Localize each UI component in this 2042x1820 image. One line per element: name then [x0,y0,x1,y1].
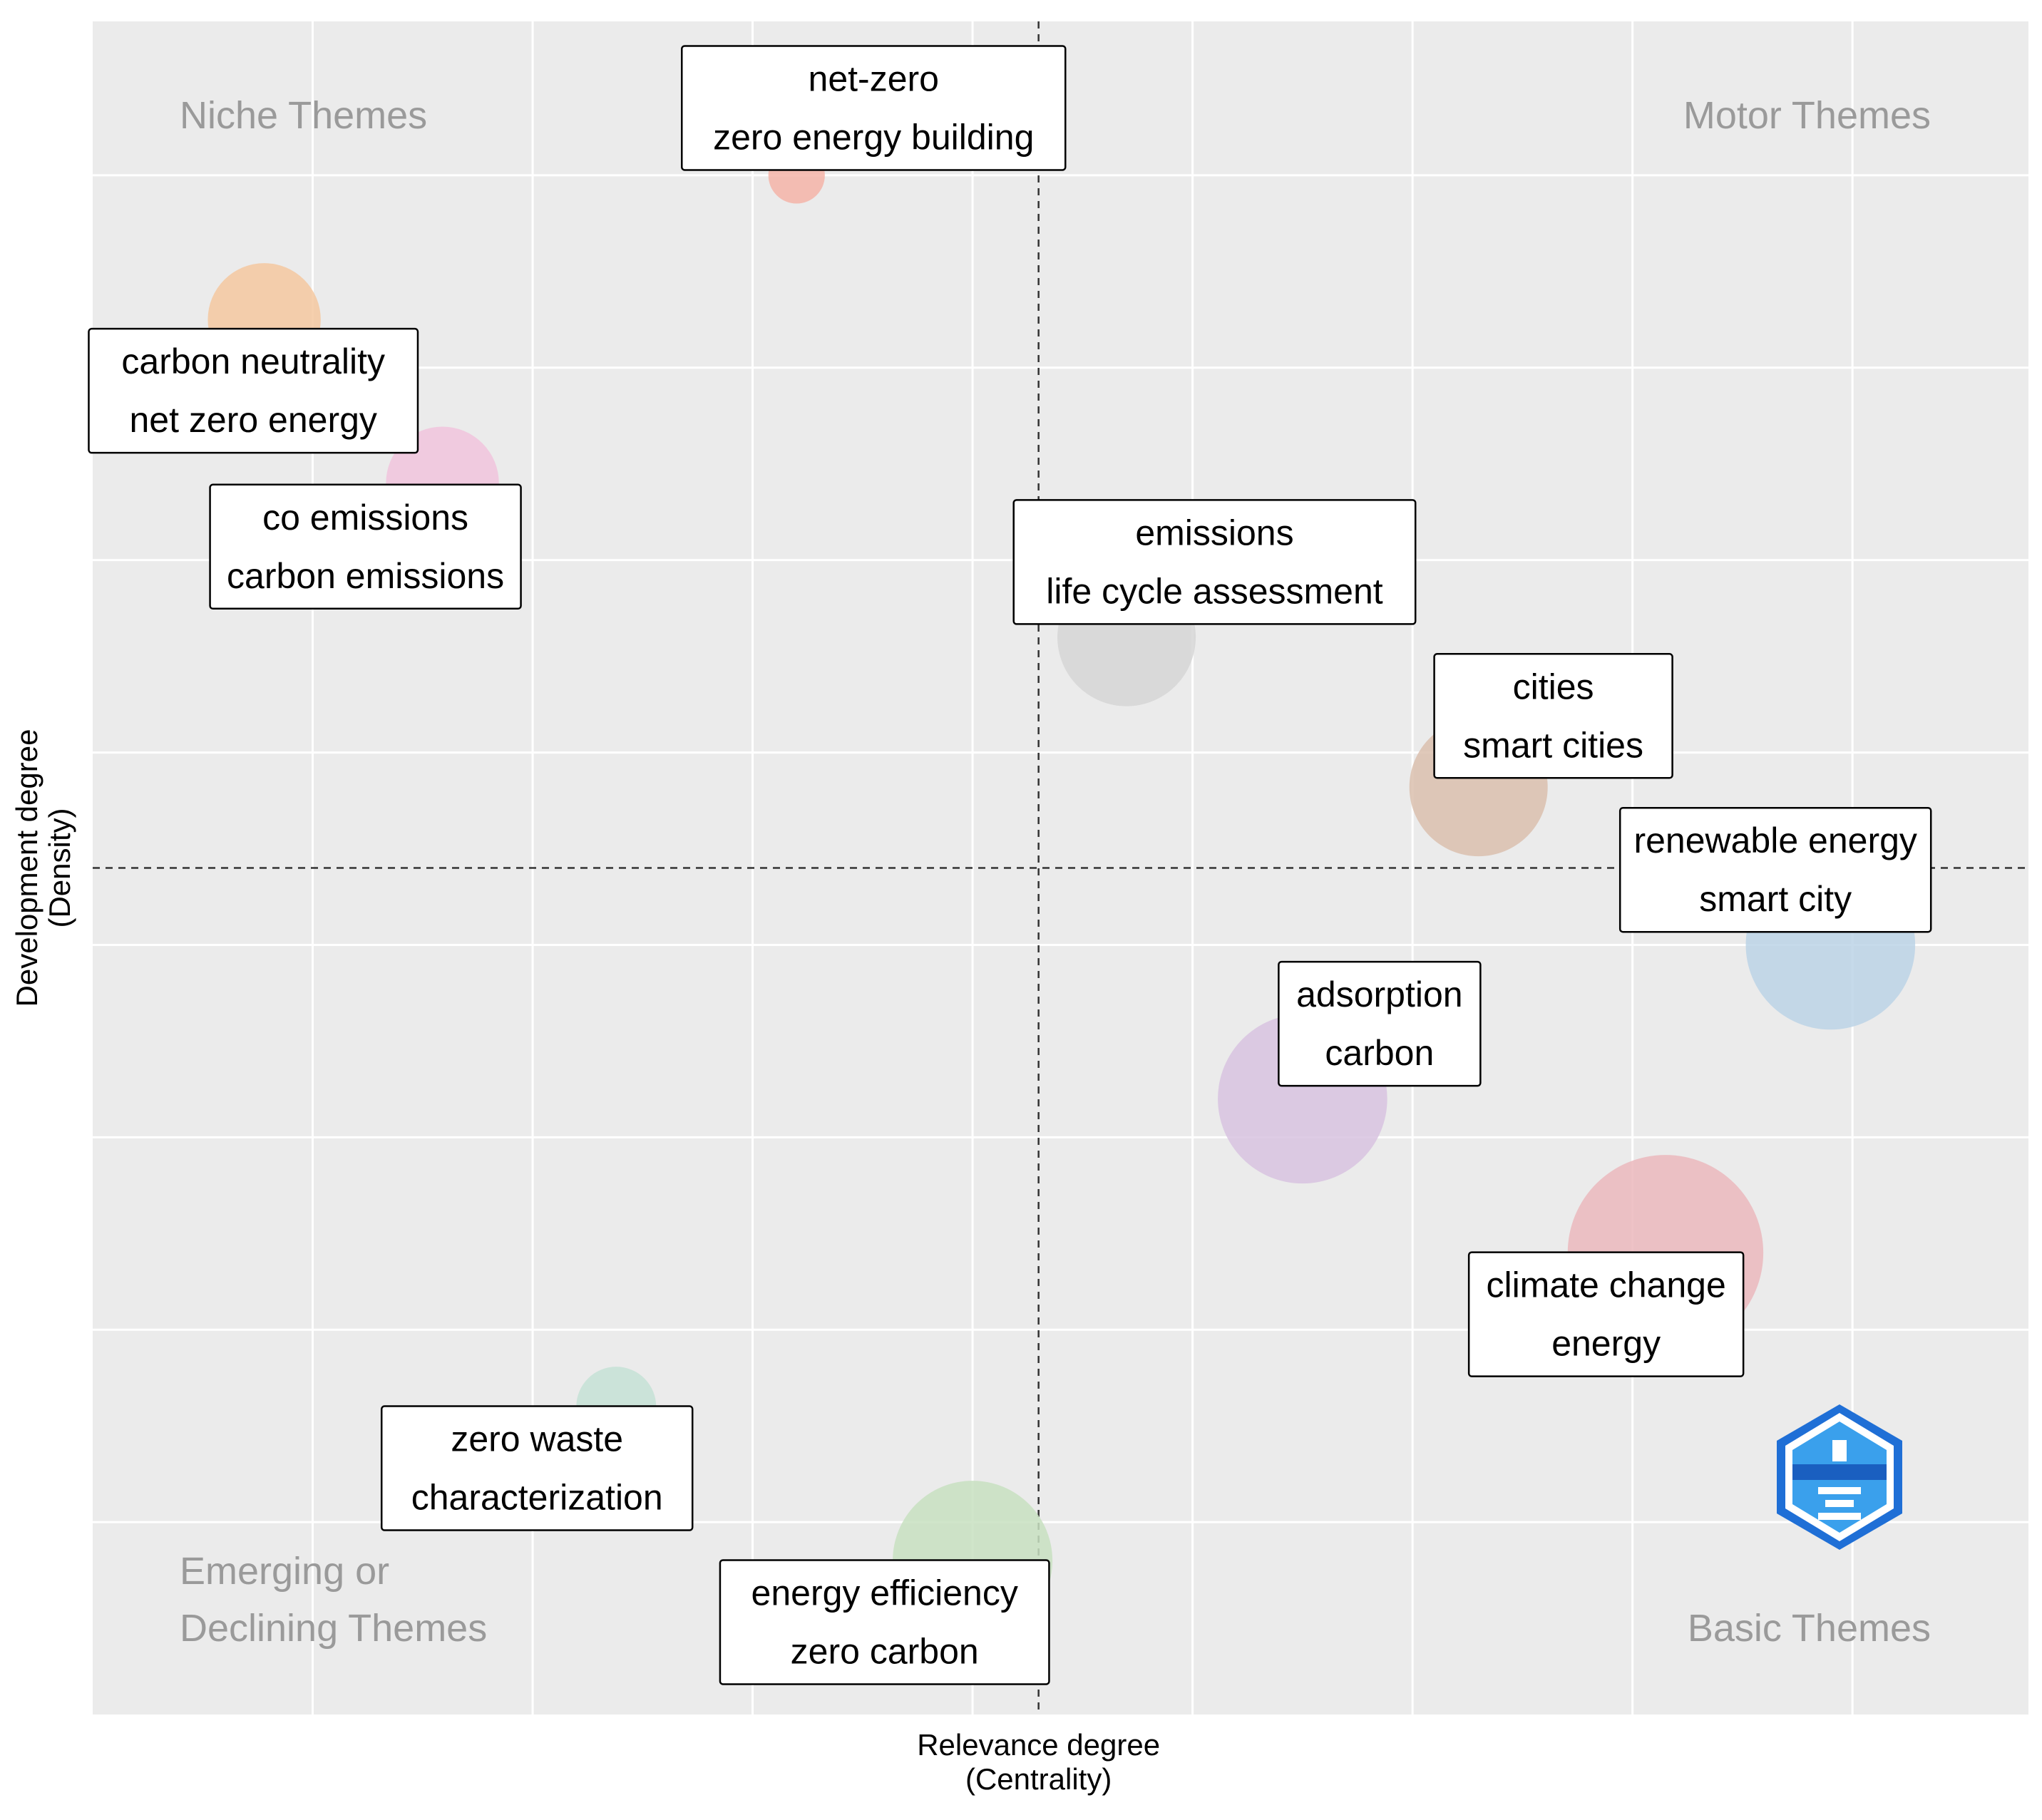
y-axis-title-line: Development degree [10,729,43,1007]
bubble-labels: net-zero zero energy building carbon neutr… [88,45,1932,1685]
label-box [681,45,1067,171]
quadrant-label-line: Declining Themes [180,1607,487,1650]
quadrant-label-bottom-left: Emerging or Declining Themes [180,1550,487,1650]
label-text: characterization [411,1478,663,1518]
label-box [88,327,419,454]
label-text: adsorption [1296,975,1463,1014]
label-text: carbon emissions [227,556,504,596]
quadrant-labels: Niche Themes Motor Themes Emerging or Decli… [180,94,1931,1650]
x-axis-title-line: (Centrality) [965,1762,1112,1796]
bubble-label-adsorption: adsorption carbon [1278,960,1482,1087]
quadrant-label-line: Basic Themes [1688,1607,1931,1650]
label-text: climate change [1486,1265,1725,1305]
label-box [1278,960,1482,1087]
quadrant-label-top-right: Motor Themes [1683,94,1931,137]
bubble-label-renewable-energy: renewable energy smart city [1618,806,1932,933]
label-box [1433,653,1673,779]
quadrant-label-line: Motor Themes [1683,94,1931,137]
label-box [209,483,522,610]
quadrant-label-line: Emerging or [180,1550,389,1593]
label-text: carbon [1325,1033,1434,1073]
label-text: energy [1551,1324,1661,1364]
x-axis-title-line: Relevance degree [917,1728,1160,1762]
bubble-label-energy-efficiency: energy efficiency zero carbon [719,1559,1050,1685]
label-text: cities [1513,667,1594,706]
x-axis-title: Relevance degree (Centrality) [917,1728,1160,1796]
bubble-label-carbon-neutrality: carbon neutrality net zero energy [88,327,419,454]
quadrant-label-bottom-right: Basic Themes [1688,1607,1931,1650]
quadrant-label-line: Niche Themes [180,94,427,137]
label-text: net-zero [809,58,939,98]
label-box [1012,499,1417,625]
label-text: life cycle assessment [1046,571,1382,611]
label-text: zero carbon [791,1631,979,1671]
label-box [380,1405,694,1531]
bubble-label-zero-waste: zero waste characterization [380,1405,694,1531]
label-box [1618,806,1932,933]
y-axis-title-line: (Density) [43,808,76,927]
label-text: smart city [1699,879,1852,919]
axis-titles: Relevance degree (Centrality) Development … [10,729,1160,1796]
label-text: zero waste [451,1419,623,1459]
bubble-label-cities: cities smart cities [1433,653,1673,779]
bubble-label-climate-change: climate change energy [1467,1251,1745,1377]
quadrant-label-top-left: Niche Themes [180,94,427,137]
bibliometrix-logo [1777,1404,1902,1550]
bubble-label-co-emissions: co emissions carbon emissions [209,483,522,610]
label-text: carbon neutrality [121,341,385,381]
label-text: emissions [1135,513,1293,552]
label-text: smart cities [1463,725,1643,765]
label-box [719,1559,1050,1685]
y-axis-title: Development degree(Density) [10,729,76,1007]
bubble-label-net-zero: net-zero zero energy building [681,45,1067,171]
label-text: net zero energy [130,400,377,440]
label-text: renewable energy [1633,821,1917,860]
label-text: co emissions [262,498,468,538]
label-text: energy efficiency [751,1573,1018,1613]
bubble-label-emissions: emissions life cycle assessment [1012,499,1417,625]
median-lines [93,21,2028,1714]
label-box [1467,1251,1745,1377]
label-text: zero energy building [713,117,1034,157]
